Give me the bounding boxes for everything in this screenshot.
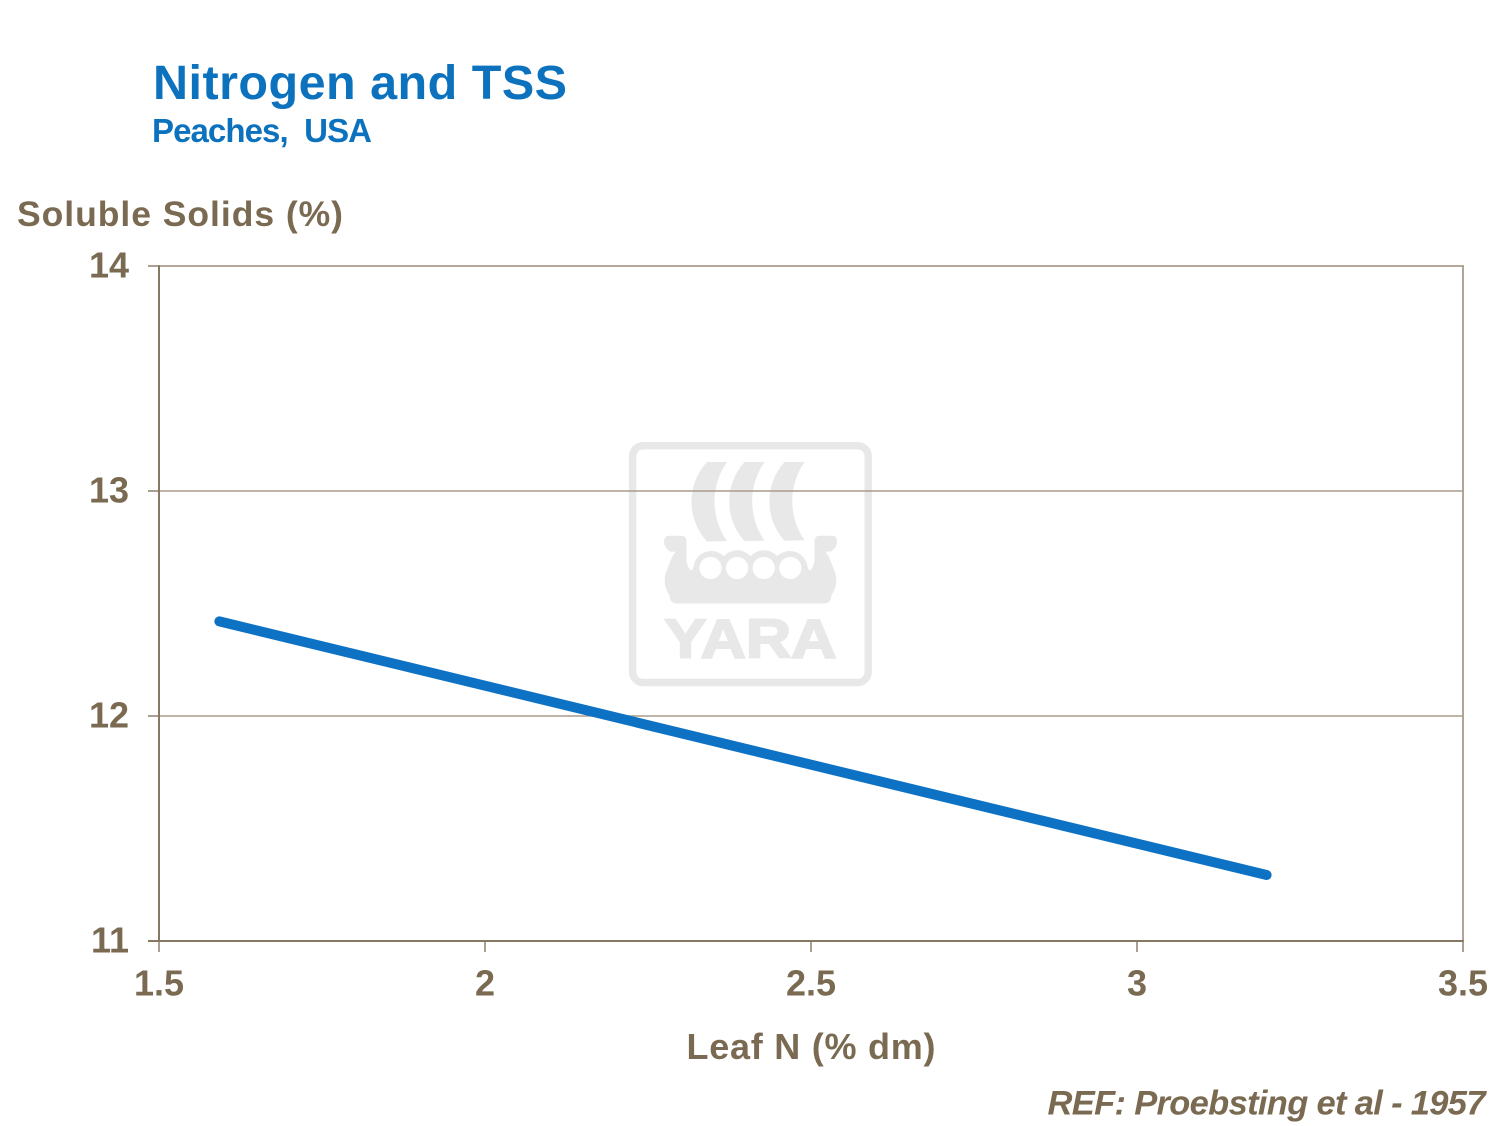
svg-text:2: 2	[475, 963, 495, 1004]
svg-text:2.5: 2.5	[786, 963, 836, 1004]
svg-text:14: 14	[89, 245, 129, 286]
svg-text:11: 11	[91, 920, 129, 961]
svg-text:REF: Proebsting et al - 1957: REF: Proebsting et al - 1957	[1048, 1085, 1488, 1123]
svg-text:Soluble Solids (%): Soluble Solids (%)	[17, 194, 343, 234]
svg-text:Leaf N (% dm): Leaf N (% dm)	[687, 1026, 936, 1067]
svg-text:3.5: 3.5	[1438, 963, 1488, 1004]
svg-text:1.5: 1.5	[134, 963, 184, 1004]
svg-text:13: 13	[89, 470, 129, 511]
svg-text:Nitrogen and TSS: Nitrogen and TSS	[153, 56, 567, 110]
svg-text:12: 12	[89, 695, 129, 736]
svg-text:3: 3	[1127, 963, 1147, 1004]
svg-text:Peaches, USA: Peaches, USA	[152, 112, 372, 149]
svg-text:YARA: YARA	[665, 608, 837, 670]
